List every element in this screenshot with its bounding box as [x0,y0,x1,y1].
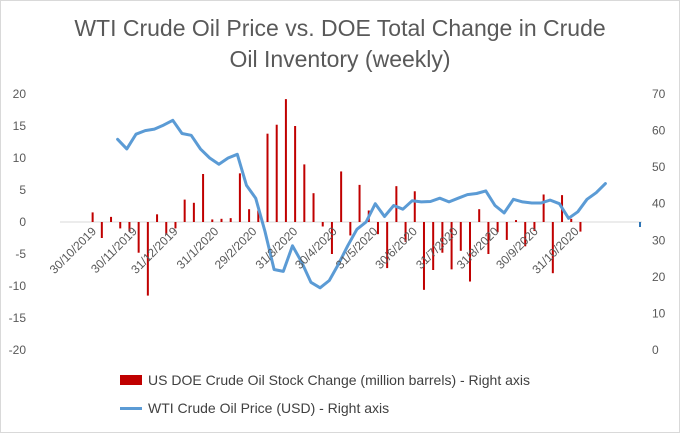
inventory-bar [349,222,352,236]
inventory-bar [312,193,315,222]
chart-title-line-1: WTI Crude Oil Price vs. DOE Total Change… [74,15,606,41]
inventory-bar [229,218,232,222]
left-tick-label: -10 [9,279,27,293]
inventory-bar [450,222,453,270]
legend-label-price: WTI Crude Oil Price (USD) - Right axis [148,400,390,416]
inventory-bar [257,210,260,222]
x-tick-label: 29/2/2020 [212,224,260,272]
left-tick-label: 10 [13,151,27,165]
inventory-bar [496,222,499,233]
right-axis: 70 60 50 40 30 20 10 0 [652,87,666,357]
left-tick-label: 15 [13,119,27,133]
inventory-bar [128,222,131,232]
inventory-bar [551,222,554,274]
right-tick-label: 70 [652,87,666,101]
inventory-bar [321,222,324,227]
left-axis: 20 15 10 5 0 -5 -10 -15 -20 [9,87,27,357]
inventory-bar [91,212,94,222]
left-tick-label: -5 [15,247,26,261]
inventory-bar [459,222,462,251]
inventory-bar [156,214,159,222]
inventory-bar [413,191,416,222]
inventory-bar [358,184,361,222]
left-tick-label: 20 [13,87,27,101]
inventory-bar [533,222,536,231]
inventory-bar [174,222,177,229]
inventory-bar [524,222,527,247]
inventory-bar [119,222,122,229]
inventory-bar [110,216,113,222]
inventory-bar [478,209,481,222]
inventory-bar [570,218,573,222]
right-tick-label: 30 [652,233,666,247]
right-tick-label: 0 [652,343,659,357]
inventory-bar [441,222,444,253]
last-change-marker [639,222,641,227]
legend-swatch-bar [120,375,142,385]
right-tick-label: 60 [652,124,666,138]
inventory-bar [275,124,278,222]
inventory-bar [248,209,251,222]
inventory-bar [468,222,471,282]
inventory-bar [303,164,306,222]
right-tick-label: 10 [652,306,666,320]
left-tick-label: 5 [19,183,26,197]
inventory-bar [330,222,333,254]
x-tick-label: 31/7/2020 [413,224,461,272]
inventory-bars [91,99,641,296]
left-tick-label: 0 [19,215,26,229]
inventory-bar [386,222,389,269]
inventory-bar [579,222,582,232]
left-tick-label: -15 [9,311,27,325]
inventory-bar [192,202,195,222]
right-tick-label: 40 [652,197,666,211]
legend-label-inventory: US DOE Crude Oil Stock Change (million b… [148,372,531,388]
inventory-bar [376,222,379,235]
inventory-bar [211,219,214,222]
inventory-bar [432,222,435,270]
x-axis-labels: 30/10/201930/11/201931/12/201931/1/20202… [47,224,582,277]
inventory-bar [487,222,490,254]
inventory-bar [220,218,223,222]
inventory-bar [505,222,508,240]
legend-item-price: WTI Crude Oil Price (USD) - Right axis [120,398,389,418]
inventory-bar [515,220,518,222]
price-line [116,118,607,290]
inventory-bar [100,222,103,238]
legend-swatch-line [120,406,142,410]
inventory-bar [404,222,407,242]
inventory-bar [284,99,287,222]
inventory-bar [165,222,168,235]
inventory-bar [238,173,241,222]
inventory-bar [294,126,297,222]
left-tick-label: -20 [9,343,27,357]
right-tick-label: 20 [652,270,666,284]
inventory-bar [340,171,343,222]
right-tick-label: 50 [652,160,666,174]
inventory-bar [146,222,149,296]
x-tick-label: 30/6/2020 [372,224,420,272]
inventory-bar [395,186,398,222]
inventory-bar [422,222,425,290]
inventory-bar [266,133,269,222]
inventory-bar [137,222,140,253]
inventory-bar [202,174,205,222]
inventory-bar [542,194,545,222]
legend-item-inventory: US DOE Crude Oil Stock Change (million b… [120,370,530,390]
chart-title-line-2: Oil Inventory (weekly) [229,46,451,72]
inventory-bar [183,199,186,222]
